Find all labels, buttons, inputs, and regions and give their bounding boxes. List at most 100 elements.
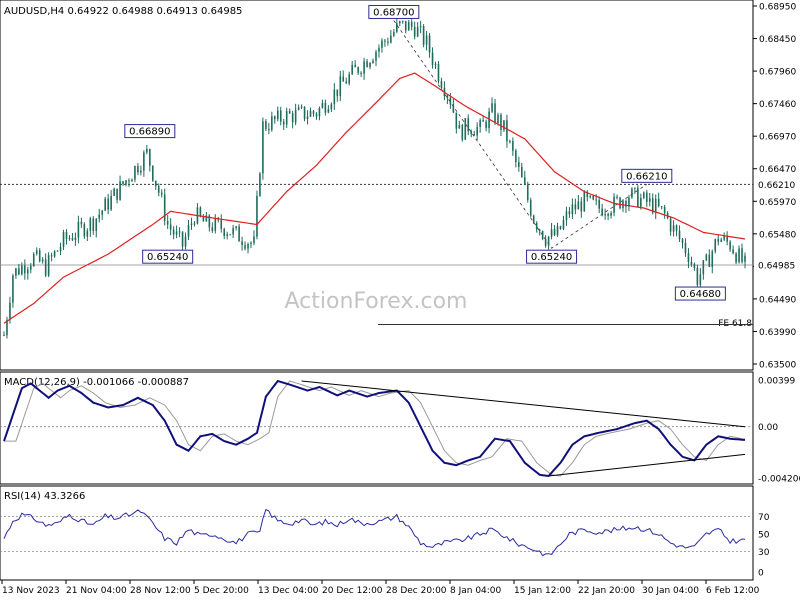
candle-body — [95, 218, 98, 231]
candle-body — [208, 215, 211, 228]
candle-body — [467, 118, 470, 132]
candle-body — [351, 64, 353, 75]
candle-body — [151, 165, 154, 181]
candle-body — [562, 220, 565, 229]
candle-body — [473, 134, 475, 136]
candle-body — [65, 231, 68, 240]
candle-body — [223, 228, 226, 236]
candle-body — [437, 63, 440, 82]
candle-body — [80, 221, 83, 225]
time-axis: 13 Nov 2023 21 Nov 04:00 28 Nov 12:00 5 Dec… — [1, 580, 760, 596]
candle-body — [199, 207, 202, 217]
candle-body — [163, 194, 166, 222]
candle-body — [369, 63, 371, 68]
time-tick-label: 28 Dec 20:00 — [386, 586, 447, 596]
time-tick-label: 21 Nov 04:00 — [66, 586, 127, 596]
price-tick-label: 0.65970 — [759, 198, 796, 208]
candle-body — [521, 166, 523, 178]
candle-body — [601, 208, 603, 216]
candle-body — [500, 114, 502, 130]
price-candles — [3, 18, 746, 339]
candle-body — [619, 197, 621, 209]
candle-body — [98, 214, 101, 219]
price-tick-label: 0.65480 — [759, 230, 796, 240]
candle-body — [645, 192, 648, 202]
candle-body — [110, 195, 112, 210]
candle-body — [544, 239, 547, 246]
annotation-box — [142, 249, 194, 264]
macd-tick-label: 0.00 — [758, 423, 778, 433]
candle-body — [559, 226, 562, 229]
time-tick-label: 20 Dec 12:00 — [322, 586, 383, 596]
candle-body — [190, 223, 193, 226]
candle-body — [598, 199, 600, 209]
candle-body — [235, 226, 237, 228]
candle-body — [62, 231, 65, 248]
candle-body — [327, 109, 330, 113]
candle-body — [461, 125, 464, 140]
candle-body — [24, 265, 26, 274]
candle-body — [470, 131, 473, 135]
candle-body — [428, 35, 431, 53]
candle-body — [547, 236, 550, 246]
rsi-line — [3, 508, 746, 557]
candle-body — [660, 206, 663, 208]
candle-body — [339, 76, 342, 97]
candle-body — [687, 253, 690, 263]
candle-body — [610, 212, 612, 216]
candle-body — [29, 265, 32, 270]
rsi-header: RSI(14) 43.3266 — [4, 491, 85, 502]
candle-body — [651, 198, 654, 213]
candle-body — [663, 207, 666, 214]
candle-body — [422, 26, 425, 45]
candle-body — [303, 106, 306, 119]
candle-body — [53, 251, 56, 257]
candle-body — [449, 97, 452, 105]
candle-body — [9, 302, 11, 320]
candle-body — [577, 201, 580, 210]
candle-body — [586, 191, 589, 198]
candle-body — [702, 260, 705, 275]
candle-body — [342, 76, 345, 82]
candle-body — [50, 255, 53, 257]
candle-body — [523, 177, 526, 185]
candle-body — [512, 141, 514, 151]
candle-body — [181, 231, 184, 247]
rsi-tick-label: 70 — [758, 513, 770, 523]
candle-body — [294, 109, 297, 123]
candle-body — [285, 111, 288, 125]
candle-body — [538, 229, 541, 231]
candle-body — [419, 26, 422, 28]
candle-body — [169, 224, 172, 230]
candle-body — [265, 121, 267, 129]
candle-body — [41, 259, 44, 262]
candle-body — [607, 213, 609, 216]
candle-body — [532, 215, 535, 223]
candle-body — [71, 237, 74, 241]
candle-body — [211, 227, 214, 231]
candle-body — [613, 196, 615, 213]
macd-tick-label: -0.004206 — [758, 475, 800, 485]
candle-body — [3, 335, 5, 337]
candle-body — [416, 27, 419, 37]
candle-body — [205, 215, 208, 222]
candle-body — [681, 239, 684, 243]
candle-body — [6, 319, 8, 336]
candle-body — [187, 225, 190, 237]
candle-body — [476, 126, 478, 136]
candle-body — [571, 204, 574, 215]
price-axis: 0.68950 0.68450 0.67960 0.67460 0.66970 0.664… — [753, 3, 798, 371]
panel-frames — [0, 0, 754, 581]
candle-body — [634, 187, 636, 189]
candle-body — [458, 125, 461, 129]
candle-body — [735, 253, 737, 263]
candle-body — [244, 245, 246, 249]
rsi-panel: 70 50 30 0 — [0, 508, 770, 579]
candle-body — [282, 121, 285, 125]
candle-body — [604, 213, 606, 216]
candle-body — [526, 184, 529, 201]
candle-body — [550, 229, 553, 237]
candle-body — [253, 236, 255, 243]
candle-body — [404, 20, 407, 31]
candle-body — [375, 51, 377, 61]
